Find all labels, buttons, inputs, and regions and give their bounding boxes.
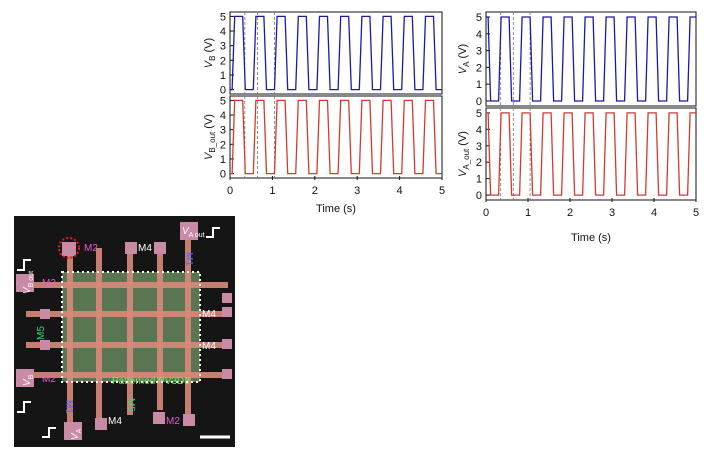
label-vb: VB	[22, 374, 35, 386]
y-tick-label: 1	[476, 174, 482, 186]
label-m2-top: M2	[84, 243, 98, 254]
pulse-symbols	[17, 227, 220, 438]
y-tick-label: 5	[220, 11, 226, 23]
label-m2-left-upper: M2	[42, 278, 56, 289]
x-tick-label: 0	[483, 207, 489, 219]
pulse-symbol-vb	[17, 401, 31, 413]
label-m4-bottom: M4	[108, 416, 122, 427]
pulse-symbol-vb-out	[17, 259, 31, 271]
device-micrograph: M2 M4 M2 M2 M4 M4 M4 M2 M1 M1 M5 M5 Patt…	[14, 216, 235, 447]
y-tick-label: 5	[476, 108, 482, 120]
label-vb-out: VB out	[22, 271, 35, 294]
x-tick-label: 3	[609, 207, 615, 219]
x-tick-label: 5	[439, 185, 445, 197]
y-tick-label: 2	[220, 55, 226, 67]
label-m2-bottom: M2	[166, 416, 180, 427]
label-m1-top: M1	[183, 252, 194, 266]
y-tick-label: 4	[220, 26, 226, 38]
y-tick-label: 1	[220, 154, 226, 166]
x-axis-label-left: Time (s)	[316, 203, 356, 215]
x-tick-label: 0	[227, 185, 233, 197]
pulse-symbol-va-out	[206, 227, 220, 238]
panel-left-1: 0 1 2 3 4 5VB_out (V)	[203, 95, 443, 181]
panel-frame-right-1	[485, 107, 697, 201]
label-va: VA	[70, 428, 83, 440]
y-tick-label: 3	[476, 141, 482, 153]
contact-pads	[16, 222, 232, 440]
x-tick-label: 1	[525, 207, 531, 219]
panel-frame-right-0	[485, 11, 697, 107]
y-tick-label: 1	[220, 70, 226, 82]
y-tick-label: 2	[476, 62, 482, 74]
panel-left-0: 0 1 2 3 4 5 VB (V)	[203, 11, 443, 97]
label-m1-bottom: M1	[63, 400, 74, 414]
y-axis-label-right-0: VA (V)	[457, 44, 471, 74]
y-tick-label: 4	[476, 29, 482, 41]
panel-right-1: 0 1 2 3 4 5 VA_out (V)	[457, 107, 697, 202]
label-m4-top: M4	[138, 243, 152, 254]
x-tick-label: 4	[651, 207, 657, 219]
highlighted-contact-circle	[58, 237, 80, 259]
series-line-a	[486, 16, 696, 102]
label-m5-bottom: M5	[125, 398, 136, 412]
panel-right-0: 0 1 2 3 4 5 VA (V)	[457, 11, 697, 108]
y-axis-label-left-1: VB_out (V)	[203, 114, 217, 160]
y-tick-label: 0	[220, 85, 226, 97]
label-m2-left-lower: M2	[42, 374, 56, 385]
panel-frame-left-1	[229, 95, 443, 179]
vertical-lines	[67, 235, 191, 428]
x-tick-label: 2	[567, 207, 573, 219]
y-axis-label-right-1: VA_out (V)	[457, 131, 471, 177]
y-tick-label: 0	[476, 96, 482, 108]
label-va-out: VA out	[182, 226, 205, 239]
label-m4-right-lower: M4	[202, 341, 216, 352]
panel-frame-left-0	[229, 11, 443, 95]
y-tick-label: 1	[476, 79, 482, 91]
pulse-symbol-va	[42, 427, 56, 438]
x-tick-label: 3	[354, 185, 360, 197]
x-tick-label: 1	[269, 185, 275, 197]
label-m5-left: M5	[36, 326, 47, 340]
x-tick-label: 5	[693, 207, 699, 219]
chart-right-voltage-traces: 0 1 2 3 4 5 VA (V) 0 1 2 3 4 5 VA_out (V) 0 1 2 3 4 5 Time (…	[457, 11, 699, 244]
label-patterned-pv3d3: Patterned PV3D3	[112, 376, 190, 387]
x-tick-label: 2	[312, 185, 318, 197]
y-tick-label: 5	[476, 12, 482, 24]
y-tick-label: 3	[476, 46, 482, 58]
y-axis-label-left-0: VB (V)	[203, 38, 217, 68]
patterned-region-outline	[61, 271, 201, 383]
y-tick-label: 5	[220, 95, 226, 107]
y-tick-label: 4	[476, 124, 482, 136]
y-tick-label: 4	[220, 110, 226, 122]
series-line-b_out	[230, 99, 442, 175]
y-tick-label: 3	[220, 41, 226, 53]
label-m4-right-upper: M4	[202, 309, 216, 320]
y-tick-label: 2	[476, 157, 482, 169]
y-tick-label: 0	[476, 190, 482, 202]
x-tick-label: 4	[397, 185, 403, 197]
series-line-a_out	[486, 112, 696, 196]
y-tick-label: 3	[220, 125, 226, 137]
y-tick-label: 0	[220, 169, 226, 181]
series-line-b	[230, 15, 442, 91]
y-tick-label: 2	[220, 139, 226, 151]
x-axis-label-right: Time (s)	[571, 232, 611, 244]
